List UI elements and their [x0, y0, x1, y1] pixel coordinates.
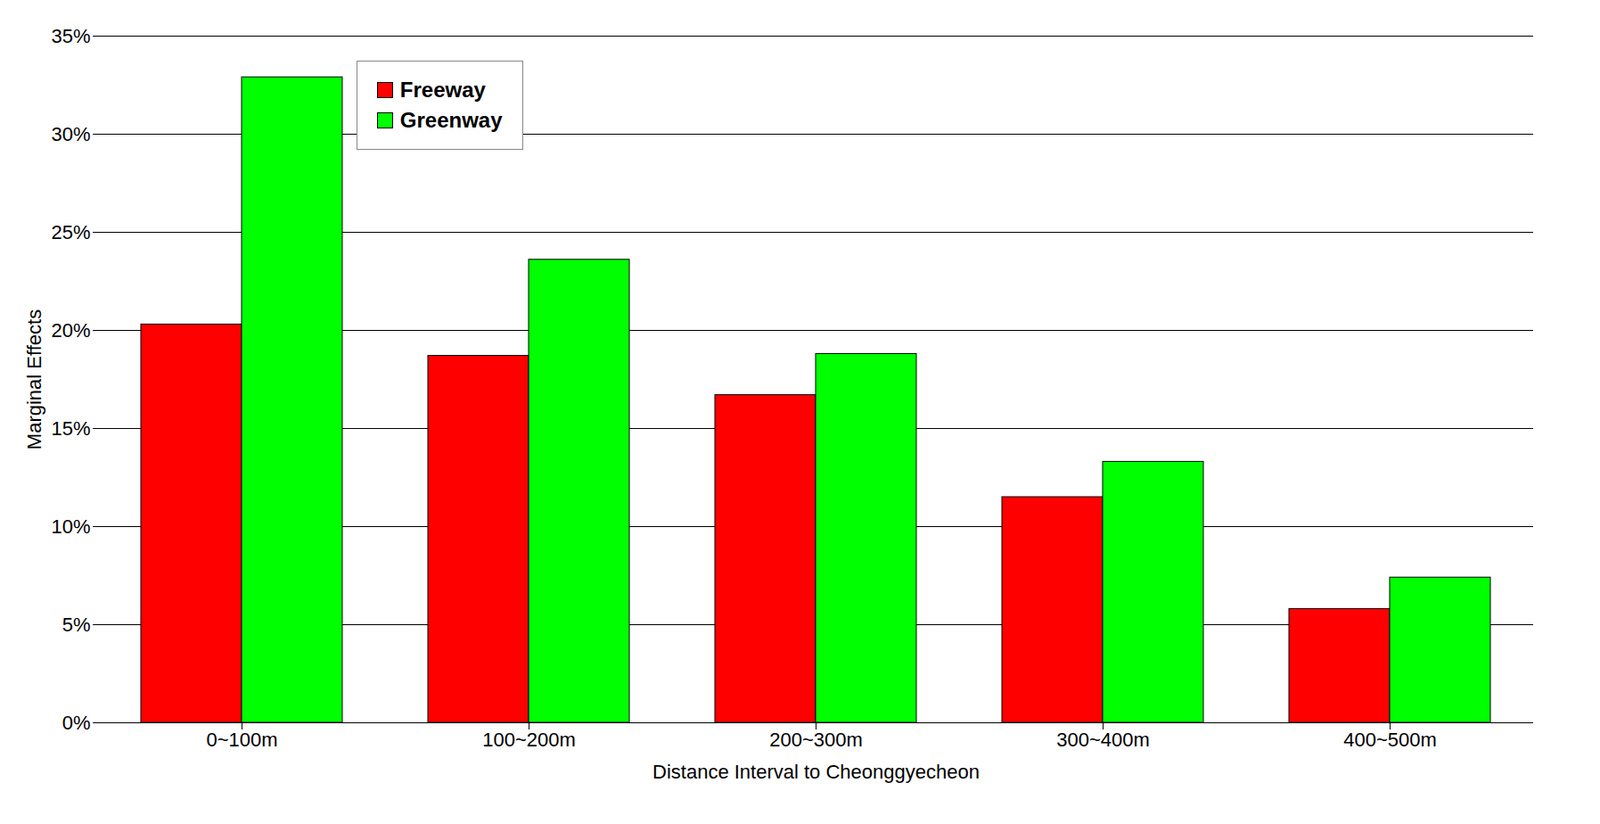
svg-text:10%: 10%: [50, 515, 91, 538]
svg-text:100~200m: 100~200m: [482, 728, 576, 751]
svg-text:Marginal Effects: Marginal Effects: [23, 309, 46, 450]
svg-text:0%: 0%: [62, 711, 91, 734]
svg-text:5%: 5%: [62, 613, 91, 636]
svg-text:20%: 20%: [50, 319, 91, 342]
svg-text:30%: 30%: [50, 123, 91, 146]
svg-text:200~300m: 200~300m: [769, 728, 863, 751]
html-text:Freeway: Freeway: [400, 77, 486, 102]
svg-text:Distance Interval to Cheonggye: Distance Interval to Cheonggyecheon: [652, 760, 980, 783]
svg-text:15%: 15%: [50, 417, 91, 440]
svg-text:300~400m: 300~400m: [1056, 728, 1150, 751]
svg-text:400~500m: 400~500m: [1343, 728, 1437, 751]
svg-text:0~100m: 0~100m: [205, 728, 278, 751]
svg-text:35%: 35%: [50, 24, 91, 48]
svg-text:25%: 25%: [50, 221, 91, 244]
html-text:Greenway: Greenway: [400, 107, 503, 132]
